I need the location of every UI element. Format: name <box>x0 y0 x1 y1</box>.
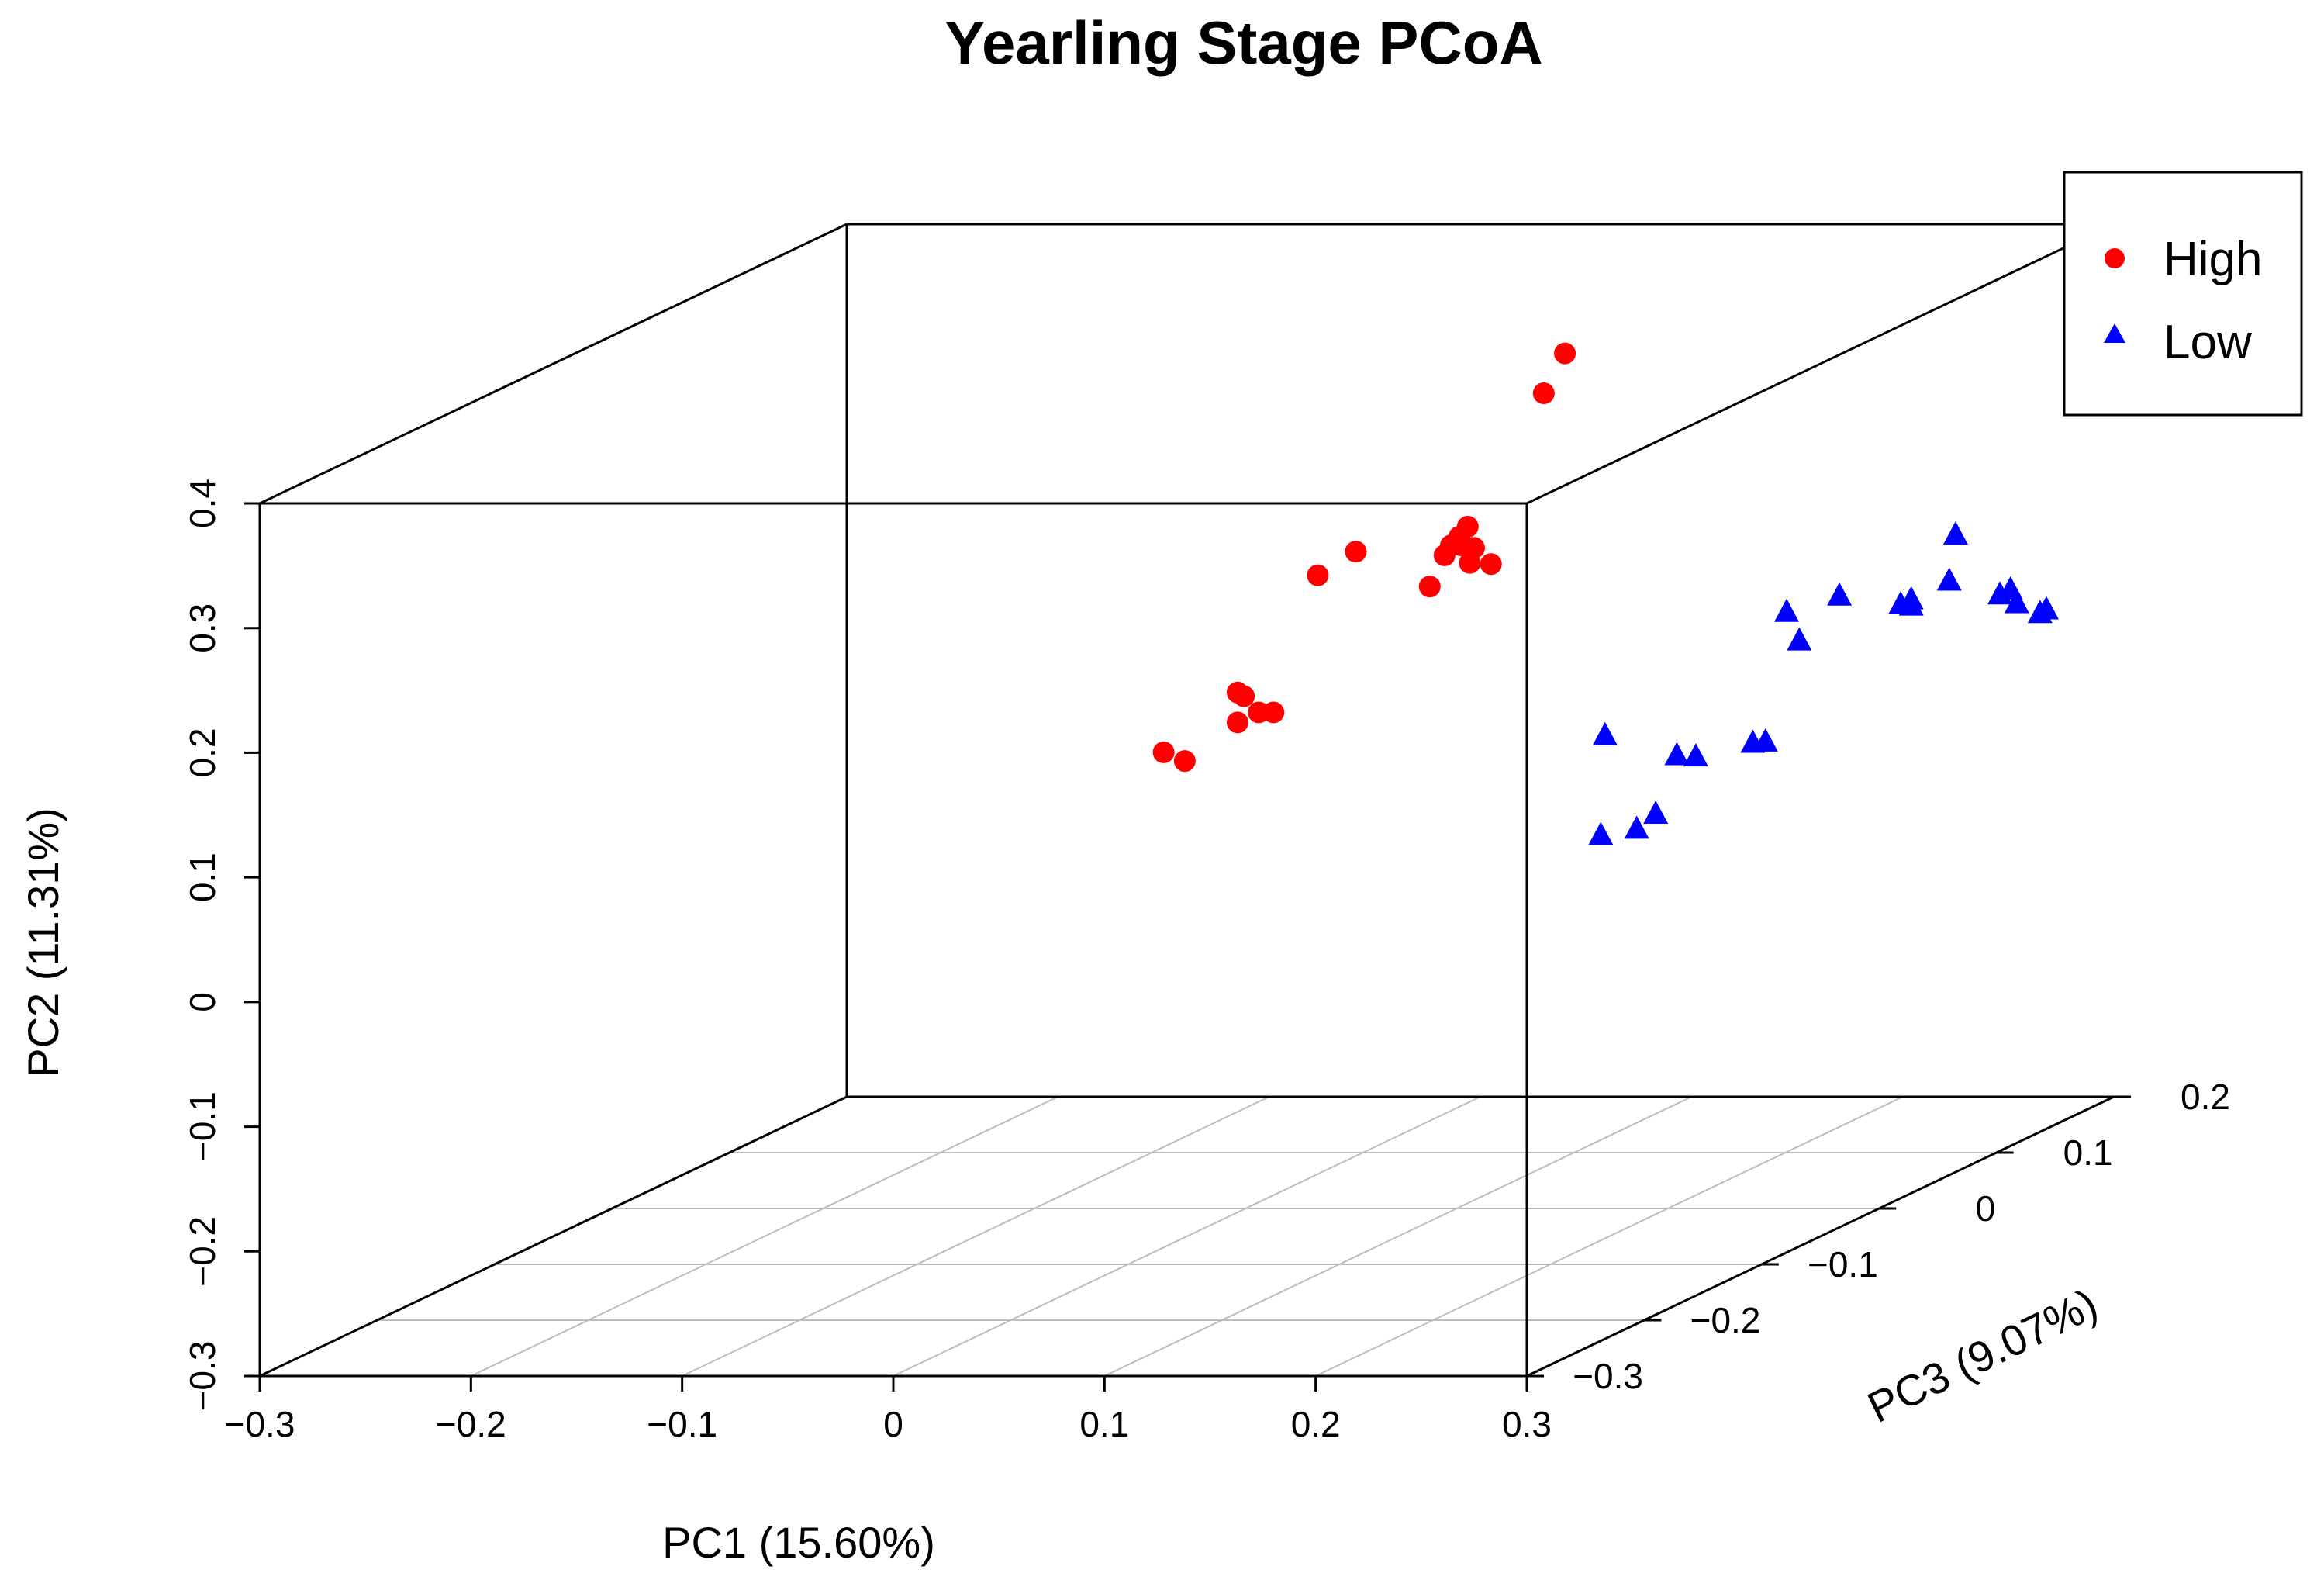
point-low <box>1898 592 1924 616</box>
point-low <box>1942 521 1968 545</box>
legend-marker-low <box>2104 323 2125 343</box>
z-tick-label: 0 <box>1976 1188 1996 1229</box>
y-tick-label: 0.2 <box>182 728 223 777</box>
y-tick-label: 0.3 <box>182 603 223 653</box>
point-high <box>1152 741 1175 763</box>
y-tick-label: −0.2 <box>182 1216 223 1287</box>
point-high <box>1233 685 1255 707</box>
point-high <box>1480 553 1502 576</box>
x-axis-label: PC1 (15.60%) <box>662 1518 935 1567</box>
legend: High Low <box>2063 171 2303 417</box>
point-high <box>1345 541 1367 563</box>
point-low <box>1752 728 1778 752</box>
z-tick-label: −0.2 <box>1690 1300 1761 1340</box>
x-tick-label: 0.1 <box>1079 1404 1129 1444</box>
grid-line-x <box>470 1096 1058 1377</box>
z-tick-label: 0.1 <box>2063 1132 2113 1173</box>
grid-line-x <box>1103 1096 1692 1377</box>
x-tick-label: 0.2 <box>1291 1404 1341 1444</box>
point-low <box>1624 815 1649 839</box>
grid-line-x <box>1315 1096 1904 1377</box>
legend-marker-high <box>2105 248 2125 268</box>
y-axis-label: PC2 (11.31%) <box>19 807 67 1077</box>
z-tick-label: 0.2 <box>2181 1077 2230 1117</box>
point-low <box>2004 589 2029 614</box>
point-low <box>1592 721 1618 745</box>
z-tick-label: −0.1 <box>1808 1244 1878 1284</box>
box-edge <box>1526 1095 2115 1378</box>
grid-line-x <box>682 1096 1270 1377</box>
point-high <box>1532 382 1555 405</box>
grid-line-x <box>893 1096 1481 1377</box>
x-tick-label: −0.2 <box>436 1404 506 1444</box>
point-low <box>1936 567 1962 591</box>
point-high <box>1459 551 1481 574</box>
legend-label-low: Low <box>2163 316 2252 369</box>
y-tick-label: −0.3 <box>182 1341 223 1412</box>
point-high <box>1418 576 1441 598</box>
point-low <box>1683 743 1708 767</box>
point-low <box>1787 627 1812 651</box>
legend-box <box>2063 171 2303 417</box>
point-high <box>1448 525 1470 548</box>
point-high <box>1173 750 1196 773</box>
point-low <box>2033 596 2059 620</box>
y-tick-label: −0.1 <box>182 1091 223 1162</box>
data-points <box>1152 342 2059 845</box>
y-tick-label: 0 <box>182 992 223 1012</box>
point-low <box>1588 821 1614 845</box>
box-edge <box>1526 223 2115 505</box>
x-tick-label: −0.1 <box>647 1404 717 1444</box>
point-high <box>1433 544 1456 566</box>
point-low <box>1664 742 1690 766</box>
point-high <box>1554 342 1576 365</box>
x-tick-label: −0.3 <box>225 1404 295 1444</box>
x-tick-label: 0 <box>883 1404 903 1444</box>
point-high <box>1307 564 1329 586</box>
z-tick-label: −0.3 <box>1573 1356 1643 1396</box>
point-high <box>1226 711 1248 734</box>
point-low <box>1827 582 1853 606</box>
y-tick-label: 0.1 <box>182 852 223 902</box>
axis-ticks: −0.3 −0.2 −0.1 0 0.1 0.2 0.3 −0.3 −0.2 −0.1 0 0.1 0.… <box>182 479 2230 1444</box>
point-high <box>1262 701 1285 724</box>
point-low <box>1774 598 1800 622</box>
floor-grid <box>377 1096 1997 1377</box>
y-tick-label: 0.4 <box>182 479 223 528</box>
x-tick-label: 0.3 <box>1502 1404 1552 1444</box>
legend-label-high: High <box>2163 233 2263 286</box>
box-edge <box>259 1095 848 1378</box>
box-edge <box>259 223 848 505</box>
point-low <box>1643 800 1669 825</box>
chart-title: Yearling Stage PCoA <box>944 9 1543 77</box>
